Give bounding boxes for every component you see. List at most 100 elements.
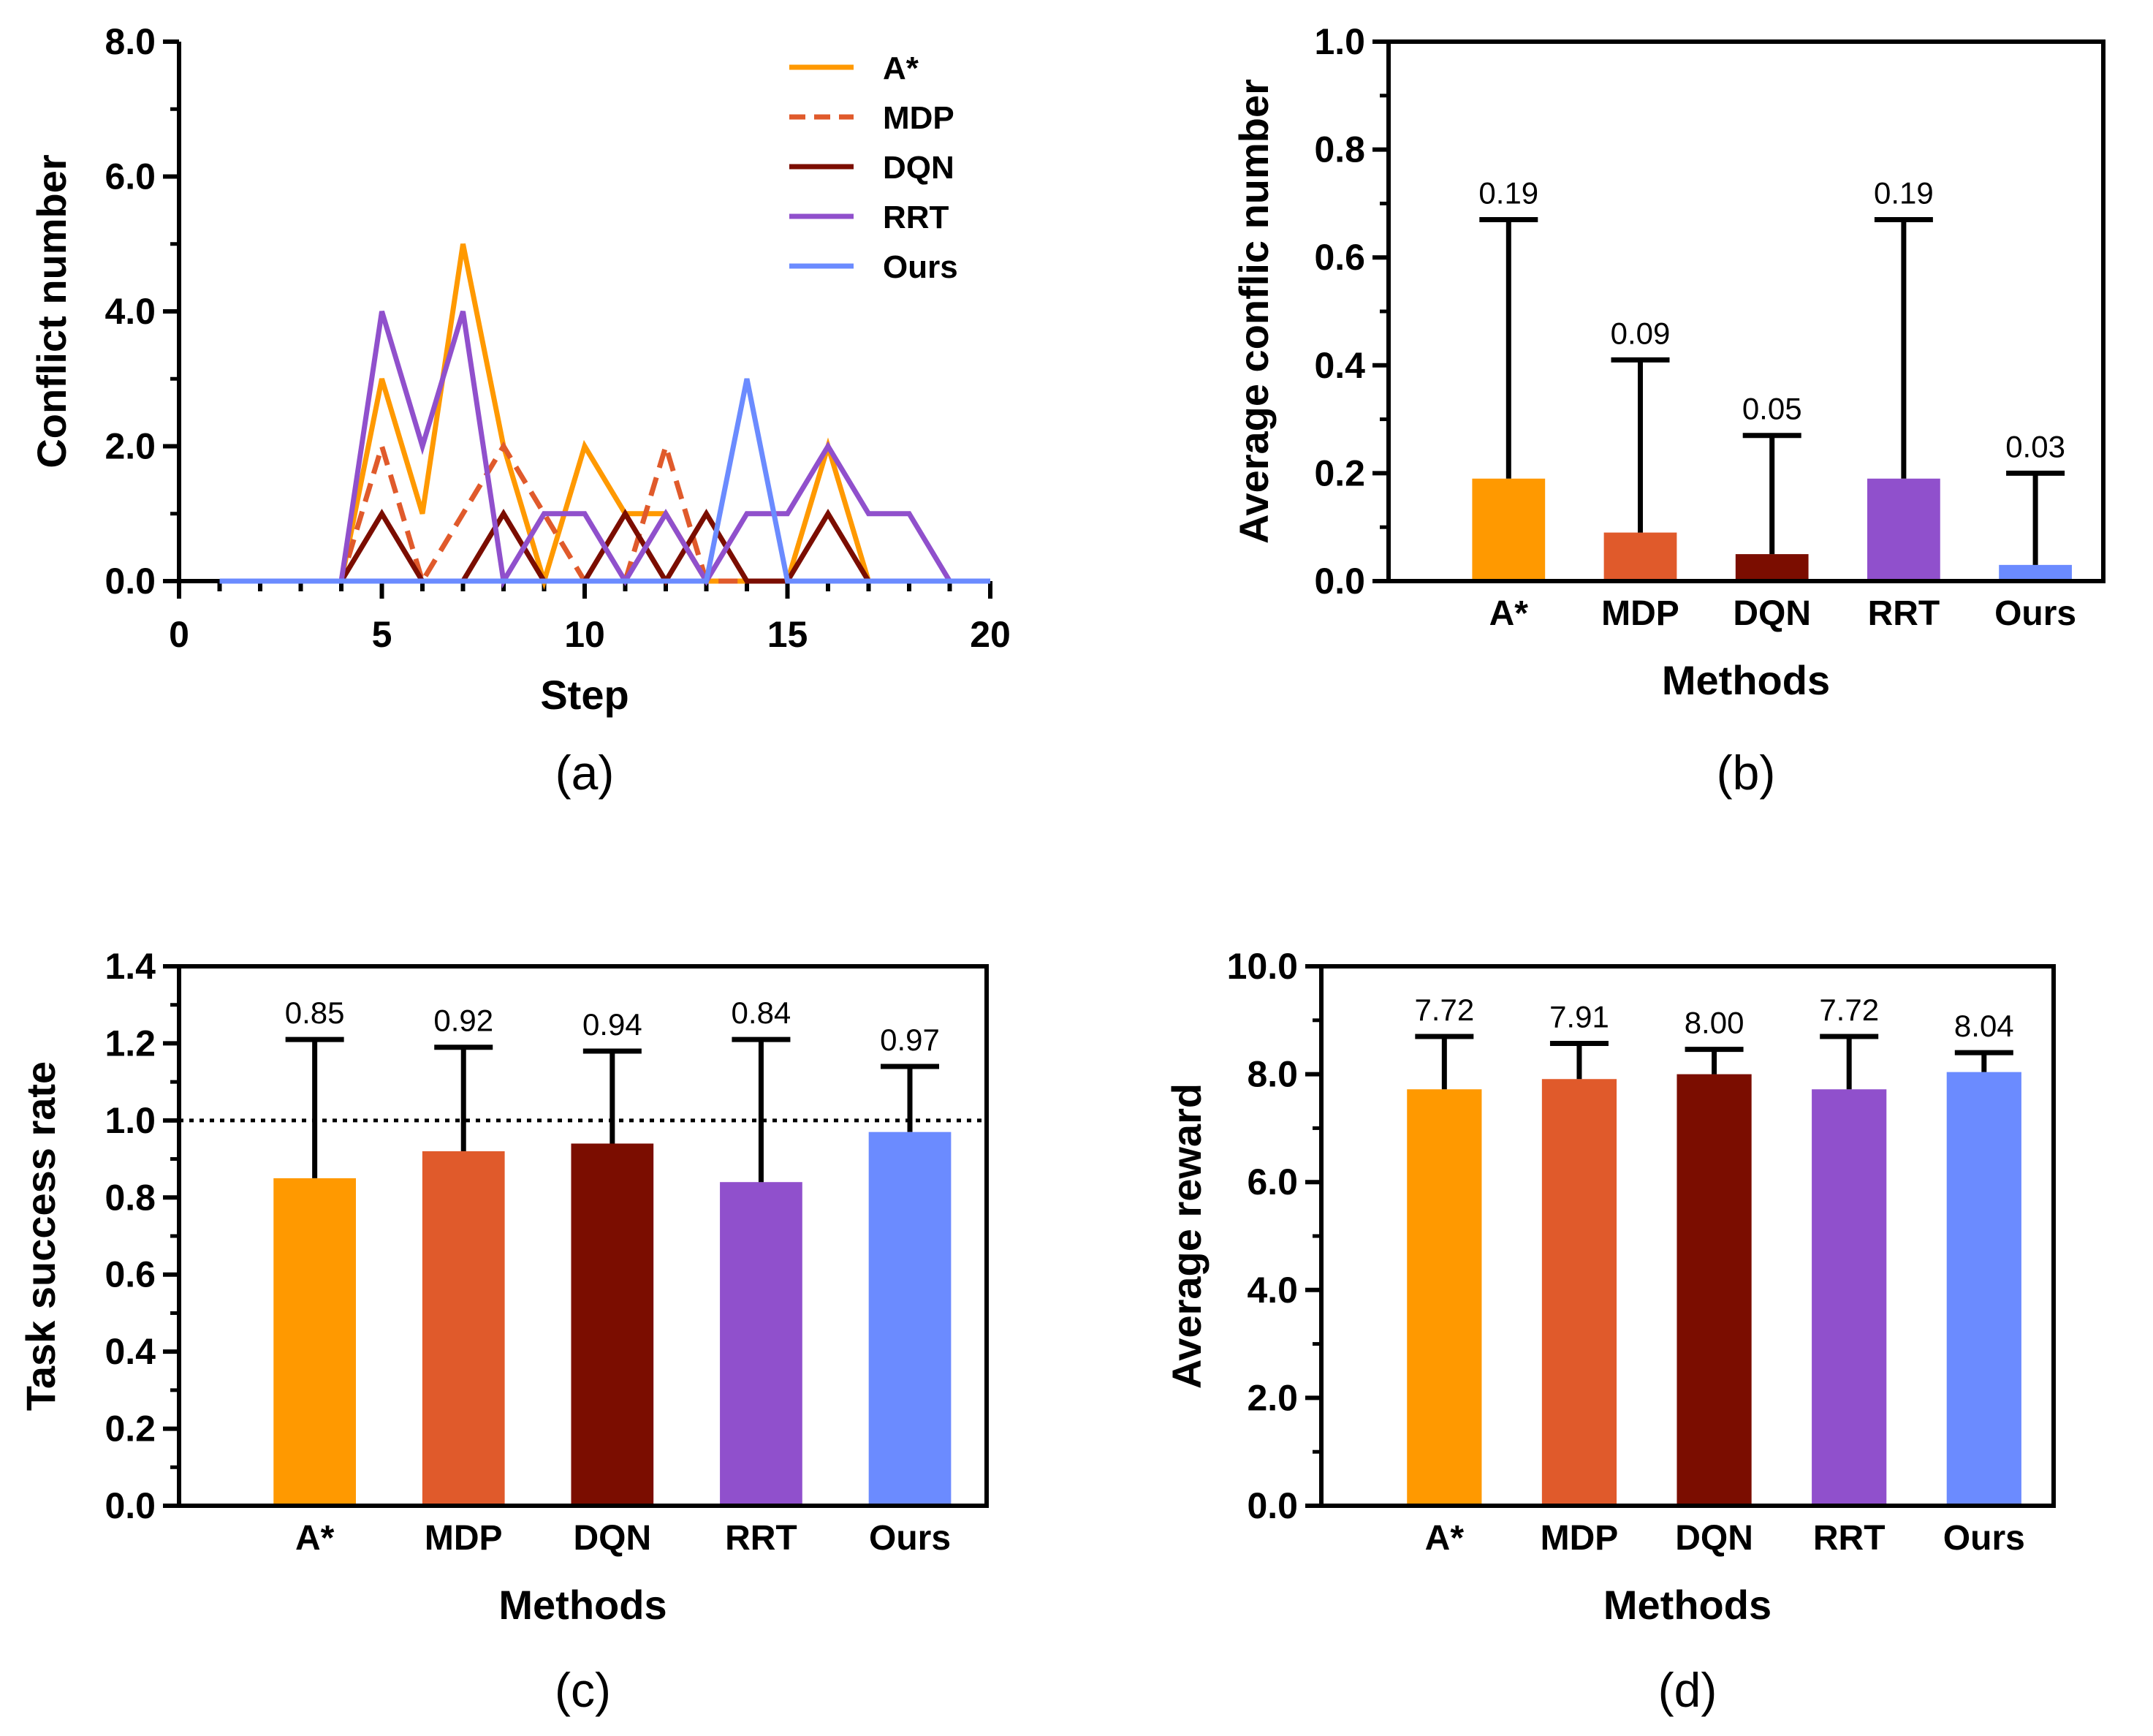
panel-c-bar-chart: 0.0 0.2 0.4 0.6 0.8 1.0 1.2 1.4 0.85 A* 0.92 MDP 0.9… — [18, 946, 989, 1717]
chart-d-data-label: 8.00 — [1685, 1006, 1744, 1040]
chart-c-data-label: 0.84 — [732, 996, 791, 1030]
chart-a-legend-label: Ours — [883, 249, 958, 285]
chart-b-x-axis-label: Methods — [1662, 657, 1830, 703]
chart-d-category-label: DQN — [1675, 1519, 1753, 1558]
chart-b-category-label: A* — [1489, 594, 1529, 633]
chart-d-ytick-label: 4.0 — [1247, 1270, 1298, 1311]
chart-c-y-axis-label: Task success rate — [18, 1061, 64, 1411]
chart-a-legend-label: RRT — [883, 200, 949, 235]
chart-c-bar-mdp — [422, 1151, 505, 1504]
chart-d-x-axis-label: Methods — [1603, 1582, 1772, 1628]
chart-d-data-label: 7.72 — [1819, 993, 1879, 1027]
chart-a-xtick-label: 5 — [372, 614, 392, 655]
chart-a-ytick-label: 0.0 — [105, 561, 156, 602]
chart-d-bar-astar — [1407, 1089, 1482, 1504]
chart-c-ytick-label: 0.4 — [105, 1331, 156, 1372]
chart-b-ytick-label: 1.0 — [1314, 21, 1365, 62]
chart-d-data-label: 8.04 — [1954, 1009, 2014, 1043]
chart-c-data-label: 0.97 — [880, 1023, 940, 1057]
chart-c-ytick-label: 0.2 — [105, 1409, 156, 1449]
chart-d-ytick-label: 0.0 — [1247, 1485, 1298, 1526]
chart-a-ytick-label: 2.0 — [105, 426, 156, 467]
chart-c-category-label: MDP — [425, 1519, 503, 1558]
chart-c-bar-ours — [868, 1132, 952, 1504]
chart-b-ytick-label: 0.6 — [1314, 237, 1365, 278]
chart-a-ytick-label: 6.0 — [105, 156, 156, 197]
chart-b-ytick-label: 0.4 — [1314, 345, 1365, 386]
chart-c-ytick-label: 0.6 — [105, 1254, 156, 1295]
chart-c-ytick-label: 0.8 — [105, 1177, 156, 1218]
chart-a-caption: (a) — [555, 746, 615, 800]
chart-a-x-axis-label: Step — [540, 672, 629, 718]
chart-b-category-label: Ours — [1994, 594, 2076, 633]
chart-d-ytick-label: 6.0 — [1247, 1161, 1298, 1202]
chart-a-xtick-label: 15 — [767, 614, 808, 655]
chart-b-bar-mdp — [1603, 532, 1677, 579]
chart-a-legend-label: MDP — [883, 100, 954, 136]
chart-c-category-label: Ours — [869, 1519, 951, 1558]
chart-a-series-line-rrt — [219, 310, 990, 589]
chart-b-caption: (b) — [1717, 746, 1776, 800]
chart-d-ytick-label: 10.0 — [1227, 946, 1298, 987]
chart-d-category-label: MDP — [1541, 1519, 1619, 1558]
chart-b-category-label: DQN — [1733, 594, 1811, 633]
chart-a-xtick-label: 0 — [169, 614, 189, 655]
chart-b-ytick-label: 0.0 — [1314, 561, 1365, 602]
chart-a-legend-label: A* — [883, 50, 919, 86]
chart-c-caption: (c) — [555, 1663, 611, 1717]
chart-c-bar-dqn — [571, 1143, 654, 1504]
chart-d-bar-dqn — [1677, 1074, 1752, 1504]
chart-d-bar-ours — [1946, 1072, 2021, 1504]
chart-c-ytick-label: 0.0 — [105, 1485, 156, 1526]
chart-c-x-axis-label: Methods — [498, 1582, 667, 1628]
chart-d-category-label: A* — [1425, 1519, 1465, 1558]
panel-b-bar-chart: 0.0 0.2 0.4 0.6 0.8 1.0 0.19 A* 0.09 MDP 0.05 DQN 0.… — [1231, 21, 2105, 800]
chart-a-y-axis-label: Conflict number — [29, 154, 75, 468]
chart-b-data-label: 0.19 — [1478, 176, 1538, 211]
chart-c-ytick-label: 1.2 — [105, 1023, 156, 1064]
chart-c-ytick-label: 1.0 — [105, 1100, 156, 1141]
chart-d-ytick-label: 2.0 — [1247, 1377, 1298, 1418]
chart-b-bar-dqn — [1735, 554, 1809, 579]
chart-c-data-label: 0.85 — [285, 996, 345, 1030]
chart-b-data-label: 0.19 — [1874, 176, 1934, 211]
chart-b-bar-astar — [1472, 478, 1546, 579]
chart-c-data-label: 0.92 — [433, 1004, 493, 1038]
chart-a-ytick-label: 4.0 — [105, 291, 156, 332]
chart-d-caption: (d) — [1658, 1663, 1717, 1717]
chart-b-bar-ours — [1999, 564, 2072, 579]
chart-b-data-label: 0.03 — [2005, 429, 2065, 463]
panel-a-line-chart: 0.0 2.0 4.0 6.0 8.0 0 5 10 15 20 A* MDP DQN RRT Ours St… — [29, 21, 1011, 800]
chart-d-y-axis-label: Average reward — [1163, 1083, 1210, 1389]
chart-b-data-label: 0.09 — [1611, 316, 1671, 350]
panel-d-bar-chart: 0.0 2.0 4.0 6.0 8.0 10.0 7.72 A* 7.91 MDP 8.00 DQN 7… — [1163, 946, 2056, 1717]
chart-a-ytick-label: 8.0 — [105, 21, 156, 62]
chart-a-xtick-label: 10 — [564, 614, 605, 655]
chart-a-legend-label: DQN — [883, 150, 954, 186]
chart-a-series-line-astar — [219, 243, 990, 591]
chart-b-data-label: 0.05 — [1742, 392, 1802, 426]
chart-b-category-label: RRT — [1868, 594, 1940, 633]
chart-c-category-label: A* — [295, 1519, 335, 1558]
chart-d-category-label: Ours — [1943, 1519, 2025, 1558]
chart-c-category-label: DQN — [573, 1519, 651, 1558]
chart-b-y-axis-label: Average conflic number — [1231, 79, 1277, 544]
chart-c-ytick-label: 1.4 — [105, 946, 156, 987]
chart-d-bar-rrt — [1812, 1089, 1887, 1504]
chart-c-data-label: 0.94 — [582, 1007, 642, 1042]
chart-b-bar-rrt — [1867, 478, 1940, 579]
chart-b-ytick-label: 0.8 — [1314, 129, 1365, 170]
chart-d-data-label: 7.91 — [1549, 1000, 1609, 1034]
chart-b-ytick-label: 0.2 — [1314, 452, 1365, 493]
chart-a-xtick-label: 20 — [970, 614, 1011, 655]
chart-b-category-label: MDP — [1601, 594, 1679, 633]
chart-a-series-line-ours — [219, 378, 990, 584]
chart-d-data-label: 7.72 — [1414, 993, 1474, 1027]
chart-c-category-label: RRT — [725, 1519, 797, 1558]
chart-c-bar-astar — [273, 1178, 356, 1504]
chart-d-ytick-label: 8.0 — [1247, 1054, 1298, 1095]
chart-d-category-label: RRT — [1813, 1519, 1886, 1558]
chart-d-bar-mdp — [1541, 1079, 1617, 1504]
chart-c-bar-rrt — [720, 1182, 802, 1504]
